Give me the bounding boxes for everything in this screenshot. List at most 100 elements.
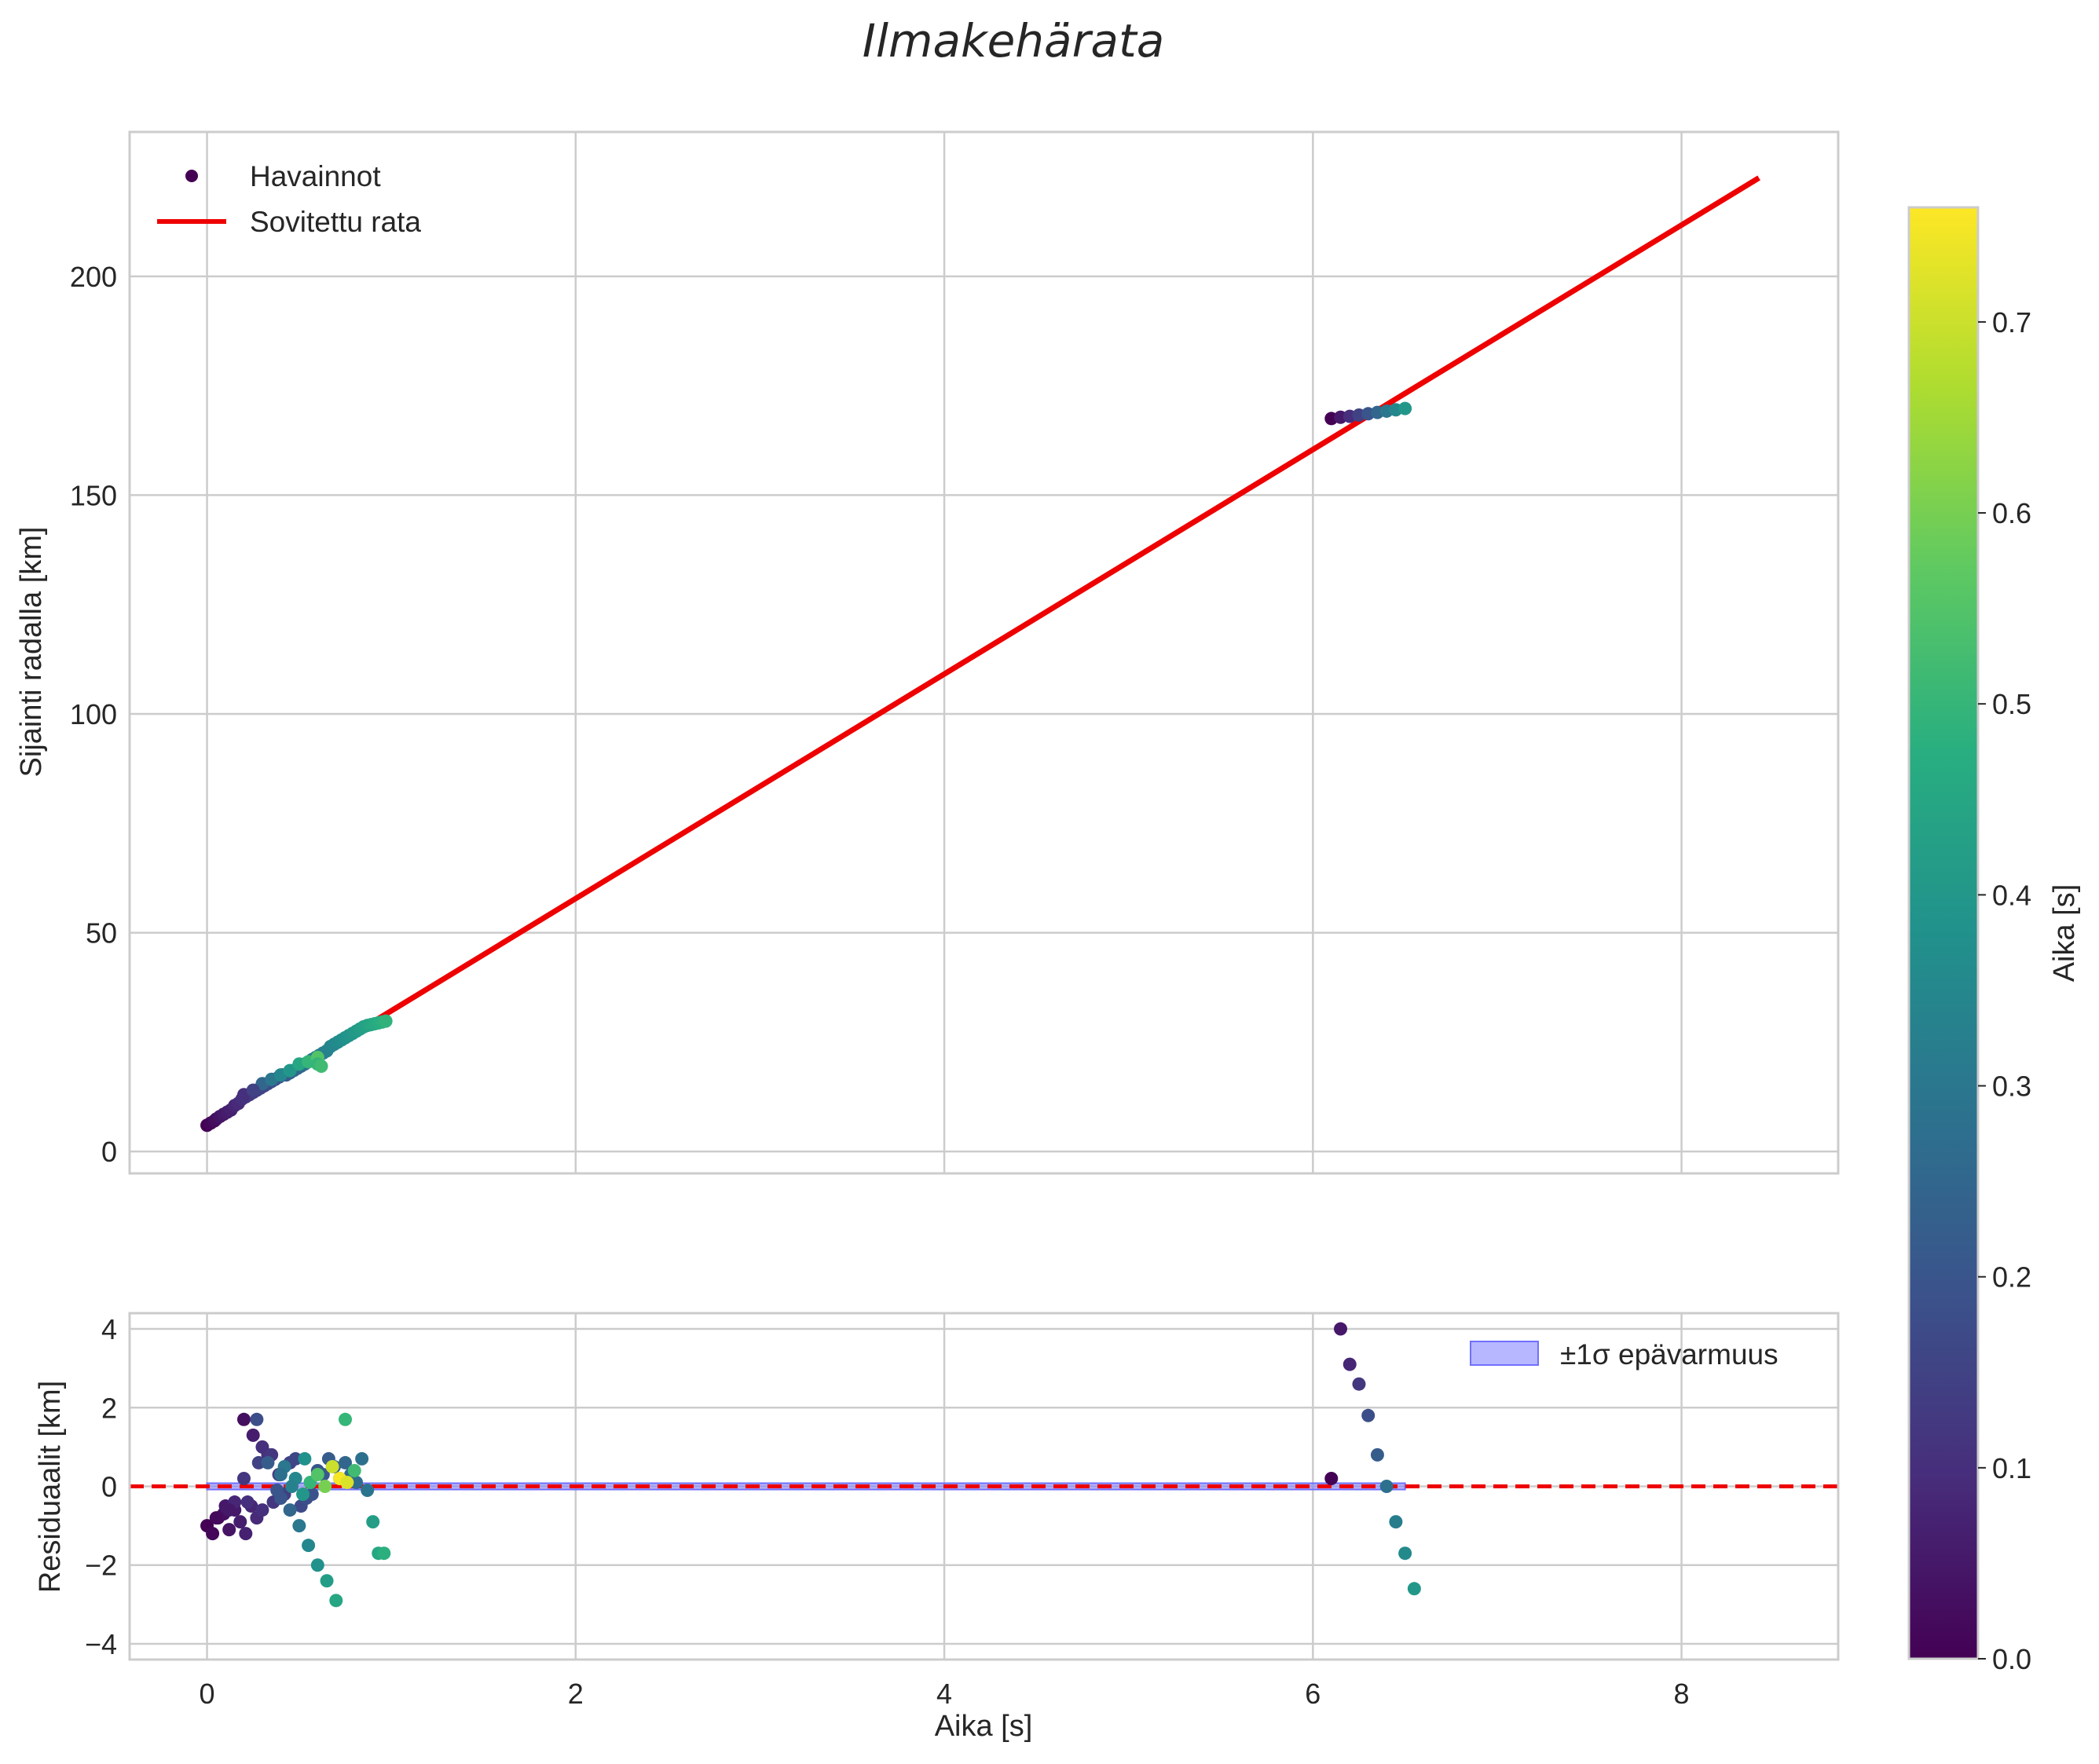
legend-label-uncertainty: ±1σ epävarmuus	[1560, 1338, 1778, 1371]
colorbar-ticks: 0.0 0.1 0.2 0.3 0.4 0.5 0.6 0.7	[1978, 306, 2031, 1675]
colorbar-tick-label: 0.3	[1992, 1070, 2031, 1103]
res-point	[261, 1455, 275, 1469]
main-axes: 0 50 100 150 200 Sijainti radalla [km] Havai…	[15, 130, 1840, 1175]
res-y-tick-label: 2	[101, 1392, 117, 1424]
res-point	[339, 1455, 353, 1469]
main-frame	[128, 130, 1840, 1175]
x-tick-label: 4	[936, 1678, 952, 1710]
colorbar-tick-label: 0.2	[1992, 1261, 2031, 1294]
main-y-label: Sijainti radalla [km]	[15, 527, 48, 778]
res-y-tick-label: 0	[101, 1471, 117, 1503]
res-point	[255, 1503, 269, 1517]
colorbar-tick-label: 0.6	[1992, 497, 2031, 529]
res-point	[1352, 1377, 1366, 1391]
res-point	[1324, 1471, 1339, 1485]
res-point	[1334, 1322, 1348, 1336]
legend-patch-uncertainty	[1470, 1341, 1539, 1366]
main-point	[1398, 401, 1412, 415]
res-point	[222, 1503, 236, 1517]
main-y-tick-label: 0	[101, 1136, 117, 1168]
res-point	[236, 1412, 251, 1426]
res-point	[1398, 1546, 1412, 1561]
chart-title: Ilmakehärata	[863, 14, 1165, 68]
main-y-tick-label: 200	[70, 261, 117, 293]
res-point	[305, 1488, 319, 1502]
res-point	[298, 1451, 312, 1466]
res-point	[318, 1480, 332, 1493]
residual-y-ticks: −4 −2 0 2 4	[85, 1313, 117, 1660]
x-axis-label: Aika [s]	[935, 1710, 1033, 1743]
res-point	[1361, 1408, 1376, 1422]
res-point	[361, 1484, 375, 1498]
colorbar-gradient	[1907, 206, 1980, 1660]
res-y-tick-label: 4	[101, 1313, 117, 1345]
residual-y-label: Residuaalit [km]	[34, 1381, 67, 1593]
main-y-ticks: 0 50 100 150 200	[70, 261, 117, 1168]
main-point	[283, 1063, 297, 1078]
x-tick-label: 6	[1305, 1678, 1321, 1710]
res-point	[310, 1467, 324, 1481]
res-point	[246, 1428, 260, 1442]
residual-x-ticks: 0 2 4 6 8	[200, 1678, 1690, 1710]
res-point	[209, 1511, 223, 1525]
main-grid	[130, 132, 1838, 1173]
res-point	[288, 1451, 302, 1466]
res-point	[236, 1471, 251, 1485]
legend-marker-havainnot	[185, 170, 198, 182]
res-point	[377, 1546, 391, 1561]
main-point	[379, 1014, 393, 1028]
res-point	[350, 1475, 364, 1489]
res-point	[310, 1558, 324, 1572]
res-point	[206, 1527, 220, 1541]
legend-label-sovitettu-rata: Sovitettu rata	[250, 206, 421, 238]
res-point	[222, 1523, 236, 1537]
fit-line-group	[205, 175, 1760, 1125]
res-point	[320, 1574, 334, 1588]
res-point	[329, 1594, 343, 1608]
res-point	[251, 1455, 266, 1469]
fit-line	[205, 175, 1760, 1125]
res-point	[270, 1484, 284, 1498]
res-point	[302, 1539, 316, 1553]
res-point	[1370, 1447, 1384, 1462]
res-point	[1343, 1357, 1357, 1371]
colorbar-tick-label: 0.1	[1992, 1452, 2031, 1484]
res-point	[366, 1515, 380, 1529]
residual-legend: ±1σ epävarmuus	[1470, 1338, 1778, 1371]
main-point	[246, 1083, 260, 1097]
res-point	[296, 1488, 310, 1502]
legend-label-havainnot: Havainnot	[250, 160, 381, 192]
res-point	[233, 1515, 247, 1529]
res-point	[339, 1412, 353, 1426]
res-point	[283, 1503, 297, 1517]
colorbar-tick-label: 0.0	[1992, 1643, 2031, 1675]
res-point	[1379, 1480, 1394, 1493]
res-point	[1407, 1582, 1421, 1596]
main-point	[314, 1059, 328, 1073]
uncertainty-band	[206, 1482, 1406, 1491]
main-y-tick-label: 150	[70, 479, 117, 511]
res-point	[273, 1467, 288, 1481]
res-point	[340, 1475, 354, 1489]
res-point	[250, 1412, 264, 1426]
res-point	[325, 1459, 339, 1473]
res-point	[255, 1440, 269, 1454]
residual-frame	[128, 1312, 1840, 1661]
res-y-tick-label: −4	[85, 1628, 117, 1660]
res-y-tick-label: −2	[85, 1550, 117, 1582]
main-scatter	[200, 401, 1412, 1133]
res-point	[347, 1463, 361, 1477]
main-y-tick-label: 100	[70, 698, 117, 730]
residual-scatter	[200, 1322, 1421, 1608]
colorbar-tick-label: 0.5	[1992, 688, 2031, 720]
x-tick-label: 8	[1674, 1678, 1690, 1710]
x-tick-label: 2	[568, 1678, 584, 1710]
res-point	[284, 1480, 299, 1493]
colorbar-tick-label: 0.7	[1992, 306, 2031, 339]
colorbar-label: Aika [s]	[2048, 884, 2081, 983]
colorbar: 0.0 0.1 0.2 0.3 0.4 0.5 0.6 0.7 Aika [s]	[1907, 206, 2081, 1675]
x-tick-label: 0	[200, 1678, 215, 1710]
res-point	[239, 1527, 253, 1541]
